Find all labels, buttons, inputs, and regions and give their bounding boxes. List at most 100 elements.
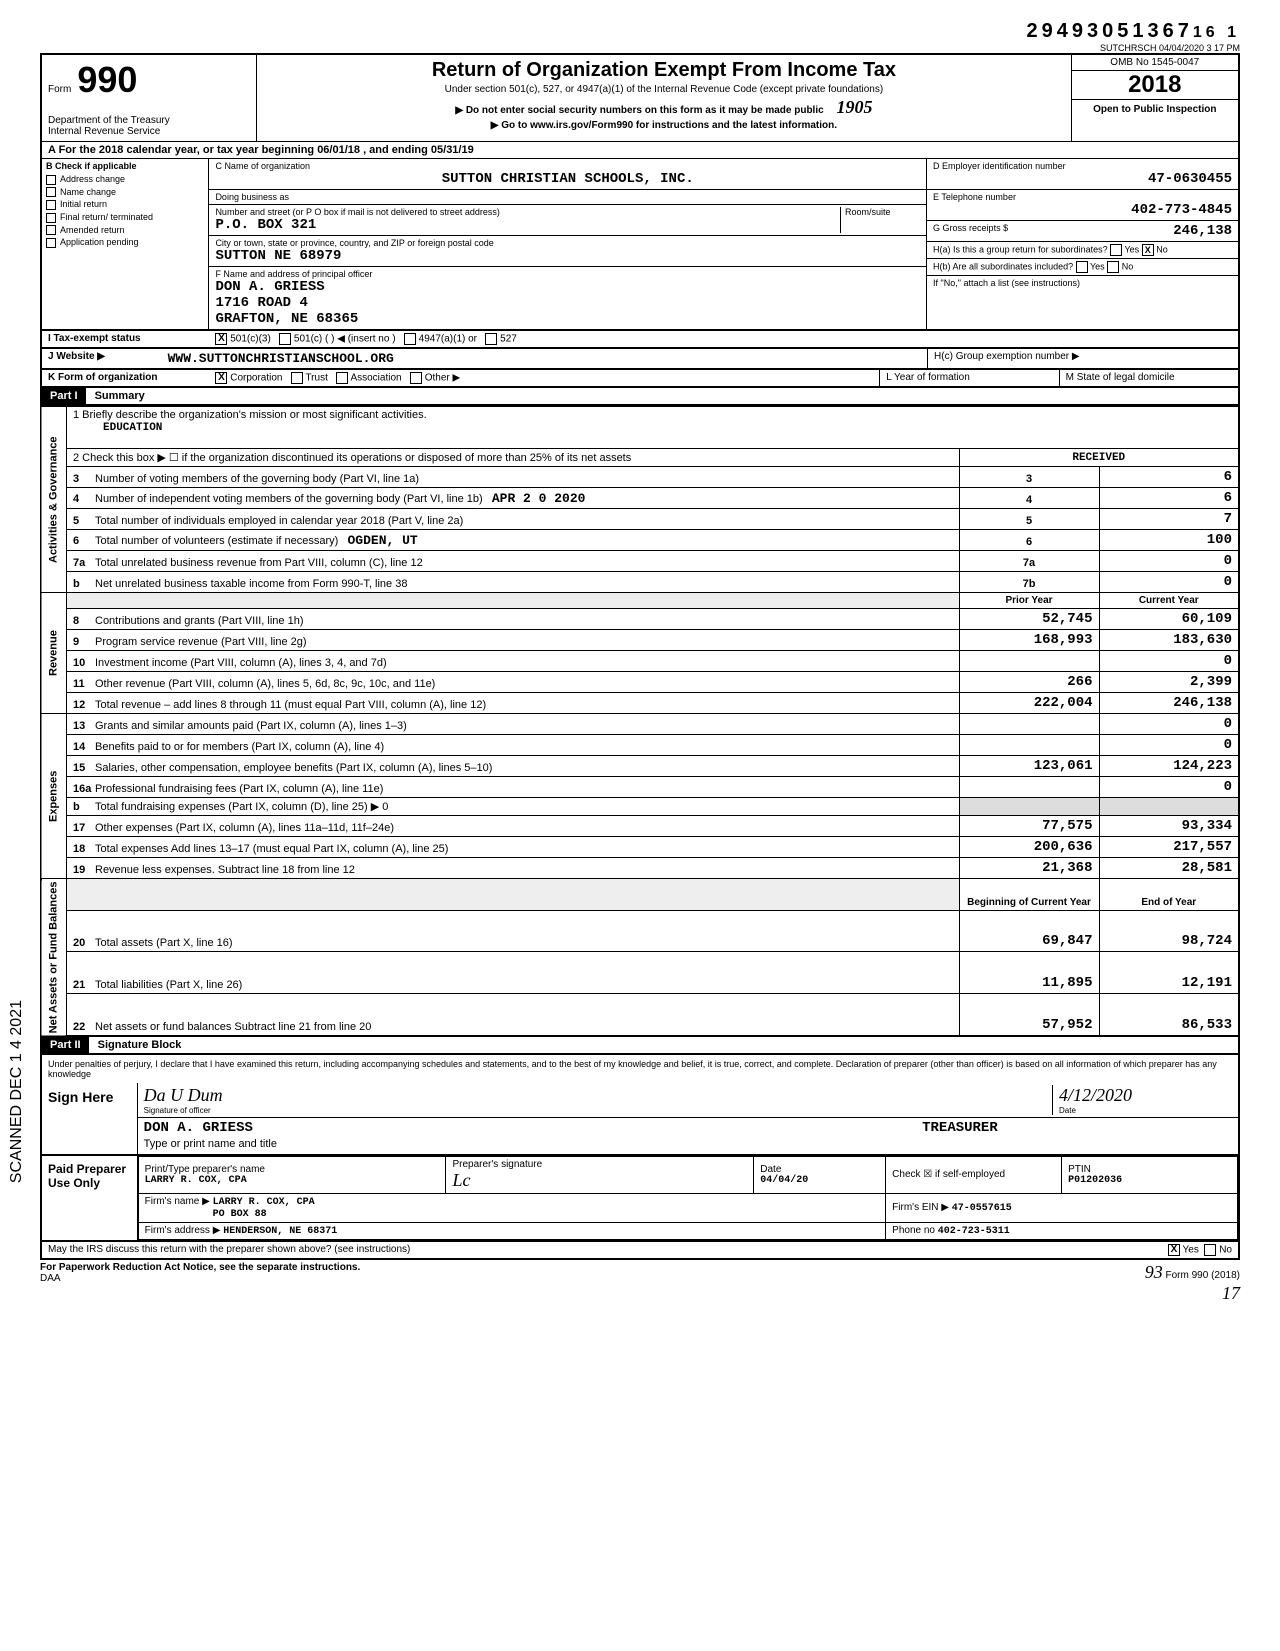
- trust-box[interactable]: [291, 372, 303, 384]
- dln: 29493051367: [1027, 20, 1193, 42]
- omb: OMB No 1545-0047: [1072, 55, 1238, 71]
- p: 21,368: [959, 858, 1099, 879]
- t: Net assets or fund balances Subtract lin…: [95, 1021, 371, 1033]
- part1-badge: Part I: [42, 388, 86, 404]
- chk-lab: Address change: [60, 174, 125, 184]
- p: 69,847: [959, 910, 1099, 952]
- m-label: M State of legal domicile: [1059, 370, 1238, 386]
- s527-box[interactable]: [485, 333, 497, 345]
- side-exp: Expenses: [41, 714, 67, 879]
- t: Other expenses (Part IX, column (A), lin…: [95, 822, 394, 834]
- corp-box[interactable]: X: [215, 372, 227, 384]
- name-label: C Name of organization: [215, 161, 920, 171]
- hc-label: H(c) Group exemption number ▶: [927, 349, 1238, 368]
- chk-initial[interactable]: Initial return: [42, 198, 208, 211]
- n: 3: [73, 473, 95, 485]
- side-net: Net Assets or Fund Balances: [41, 879, 67, 1036]
- begin-hdr: Beginning of Current Year: [959, 879, 1099, 911]
- discuss-yes-box[interactable]: X: [1168, 1244, 1180, 1256]
- nc: 7a: [959, 551, 1099, 572]
- summary-table: Activities & Governance 1 Briefly descri…: [40, 406, 1240, 1037]
- other-box[interactable]: [410, 372, 422, 384]
- c: 0: [1099, 777, 1239, 798]
- p: 266: [959, 672, 1099, 693]
- n: 6: [73, 535, 95, 547]
- h-note: If "No," attach a list (see instructions…: [927, 276, 1238, 290]
- c: 2,399: [1099, 672, 1239, 693]
- ein-label: D Employer identification number: [933, 161, 1232, 171]
- c: 217,557: [1099, 837, 1239, 858]
- c: 98,724: [1099, 910, 1239, 952]
- hb-yes-box[interactable]: [1076, 261, 1088, 273]
- t: Total assets (Part X, line 16): [95, 937, 233, 949]
- t: Grants and similar amounts paid (Part IX…: [95, 720, 407, 732]
- v: 7: [1099, 509, 1239, 530]
- p: 77,575: [959, 816, 1099, 837]
- p: 200,636: [959, 837, 1099, 858]
- t: Revenue less expenses. Subtract line 18 …: [95, 864, 355, 876]
- n: 8: [73, 615, 95, 627]
- formorg-row: K Form of organization X Corporation Tru…: [40, 370, 1240, 388]
- c3: 501(c)(3): [230, 334, 271, 345]
- sub2-text: ▶ Do not enter social security numbers o…: [455, 105, 823, 116]
- chk-name[interactable]: Name change: [42, 186, 208, 199]
- sub1: Under section 501(c), 527, or 4947(a)(1)…: [263, 84, 1064, 95]
- header-center: Return of Organization Exempt From Incom…: [257, 55, 1070, 141]
- c: 28,581: [1099, 858, 1239, 879]
- c: 124,223: [1099, 756, 1239, 777]
- p: 222,004: [959, 693, 1099, 714]
- dln-small: SUTCHRSCH 04/04/2020 3 17 PM: [40, 43, 1240, 53]
- c: 0: [1099, 735, 1239, 756]
- c-box[interactable]: [279, 333, 291, 345]
- form-header: Form 990 Department of the Treasury Inte…: [40, 53, 1240, 141]
- chk-lab: Name change: [60, 187, 116, 197]
- t: Professional fundraising fees (Part IX, …: [95, 783, 383, 795]
- gross-label: G Gross receipts $: [933, 223, 1008, 239]
- chk-amended[interactable]: Amended return: [42, 224, 208, 237]
- dba-label: Doing business as: [215, 192, 920, 202]
- form-number: 990: [77, 59, 137, 101]
- t: Contributions and grants (Part VIII, lin…: [95, 615, 304, 627]
- assoc-box[interactable]: [336, 372, 348, 384]
- addr-label: Number and street (or P O box if mail is…: [215, 207, 840, 217]
- a1-box[interactable]: [404, 333, 416, 345]
- ha-yes-box[interactable]: [1110, 244, 1122, 256]
- k-label: K Form of organization: [42, 370, 209, 386]
- t: Program service revenue (Part VIII, line…: [95, 636, 307, 648]
- firm-label: Firm's name ▶: [145, 1196, 210, 1207]
- officer-addr1: 1716 ROAD 4: [215, 295, 920, 311]
- firm-addr-label: Firm's address ▶: [145, 1225, 221, 1236]
- hb-no-box[interactable]: [1107, 261, 1119, 273]
- ha-no-box[interactable]: X: [1142, 244, 1154, 256]
- n: 18: [73, 843, 95, 855]
- room-label: Room/suite: [845, 207, 920, 217]
- curr-hdr: Current Year: [1099, 593, 1239, 609]
- t: Salaries, other compensation, employee b…: [95, 762, 492, 774]
- dept: Department of the Treasury: [48, 115, 250, 126]
- block-bcd: B Check if applicable Address change Nam…: [40, 159, 1240, 331]
- title-label: Type or print name and title: [138, 1138, 1238, 1154]
- stamp-date: APR 2 0 2020: [492, 491, 586, 506]
- discuss-no-box[interactable]: [1204, 1244, 1216, 1256]
- c: 246,138: [1099, 693, 1239, 714]
- nc: 5: [959, 509, 1099, 530]
- p: 52,745: [959, 609, 1099, 630]
- c: 501(c) ( ) ◀ (insert no ): [294, 334, 396, 345]
- chk-address[interactable]: Address change: [42, 173, 208, 186]
- prep-sig-label: Preparer's signature: [452, 1159, 747, 1170]
- p: [959, 735, 1099, 756]
- chk-pending[interactable]: Application pending: [42, 236, 208, 249]
- c: 93,334: [1099, 816, 1239, 837]
- t: Investment income (Part VIII, column (A)…: [95, 657, 387, 669]
- col-b: B Check if applicable Address change Nam…: [42, 159, 209, 329]
- c: 183,630: [1099, 630, 1239, 651]
- t: Total unrelated business revenue from Pa…: [95, 557, 423, 569]
- self-emp: Check ☒ if self-employed: [886, 1156, 1062, 1193]
- part2-badge: Part II: [42, 1037, 89, 1053]
- officer-name: DON A. GRIESS: [215, 279, 920, 295]
- c3-box[interactable]: X: [215, 333, 227, 345]
- firm-ein: 47-0557615: [952, 1203, 1012, 1214]
- n: 12: [73, 699, 95, 711]
- chk-final[interactable]: Final return/ terminated: [42, 211, 208, 224]
- handnote: 1905: [836, 97, 872, 117]
